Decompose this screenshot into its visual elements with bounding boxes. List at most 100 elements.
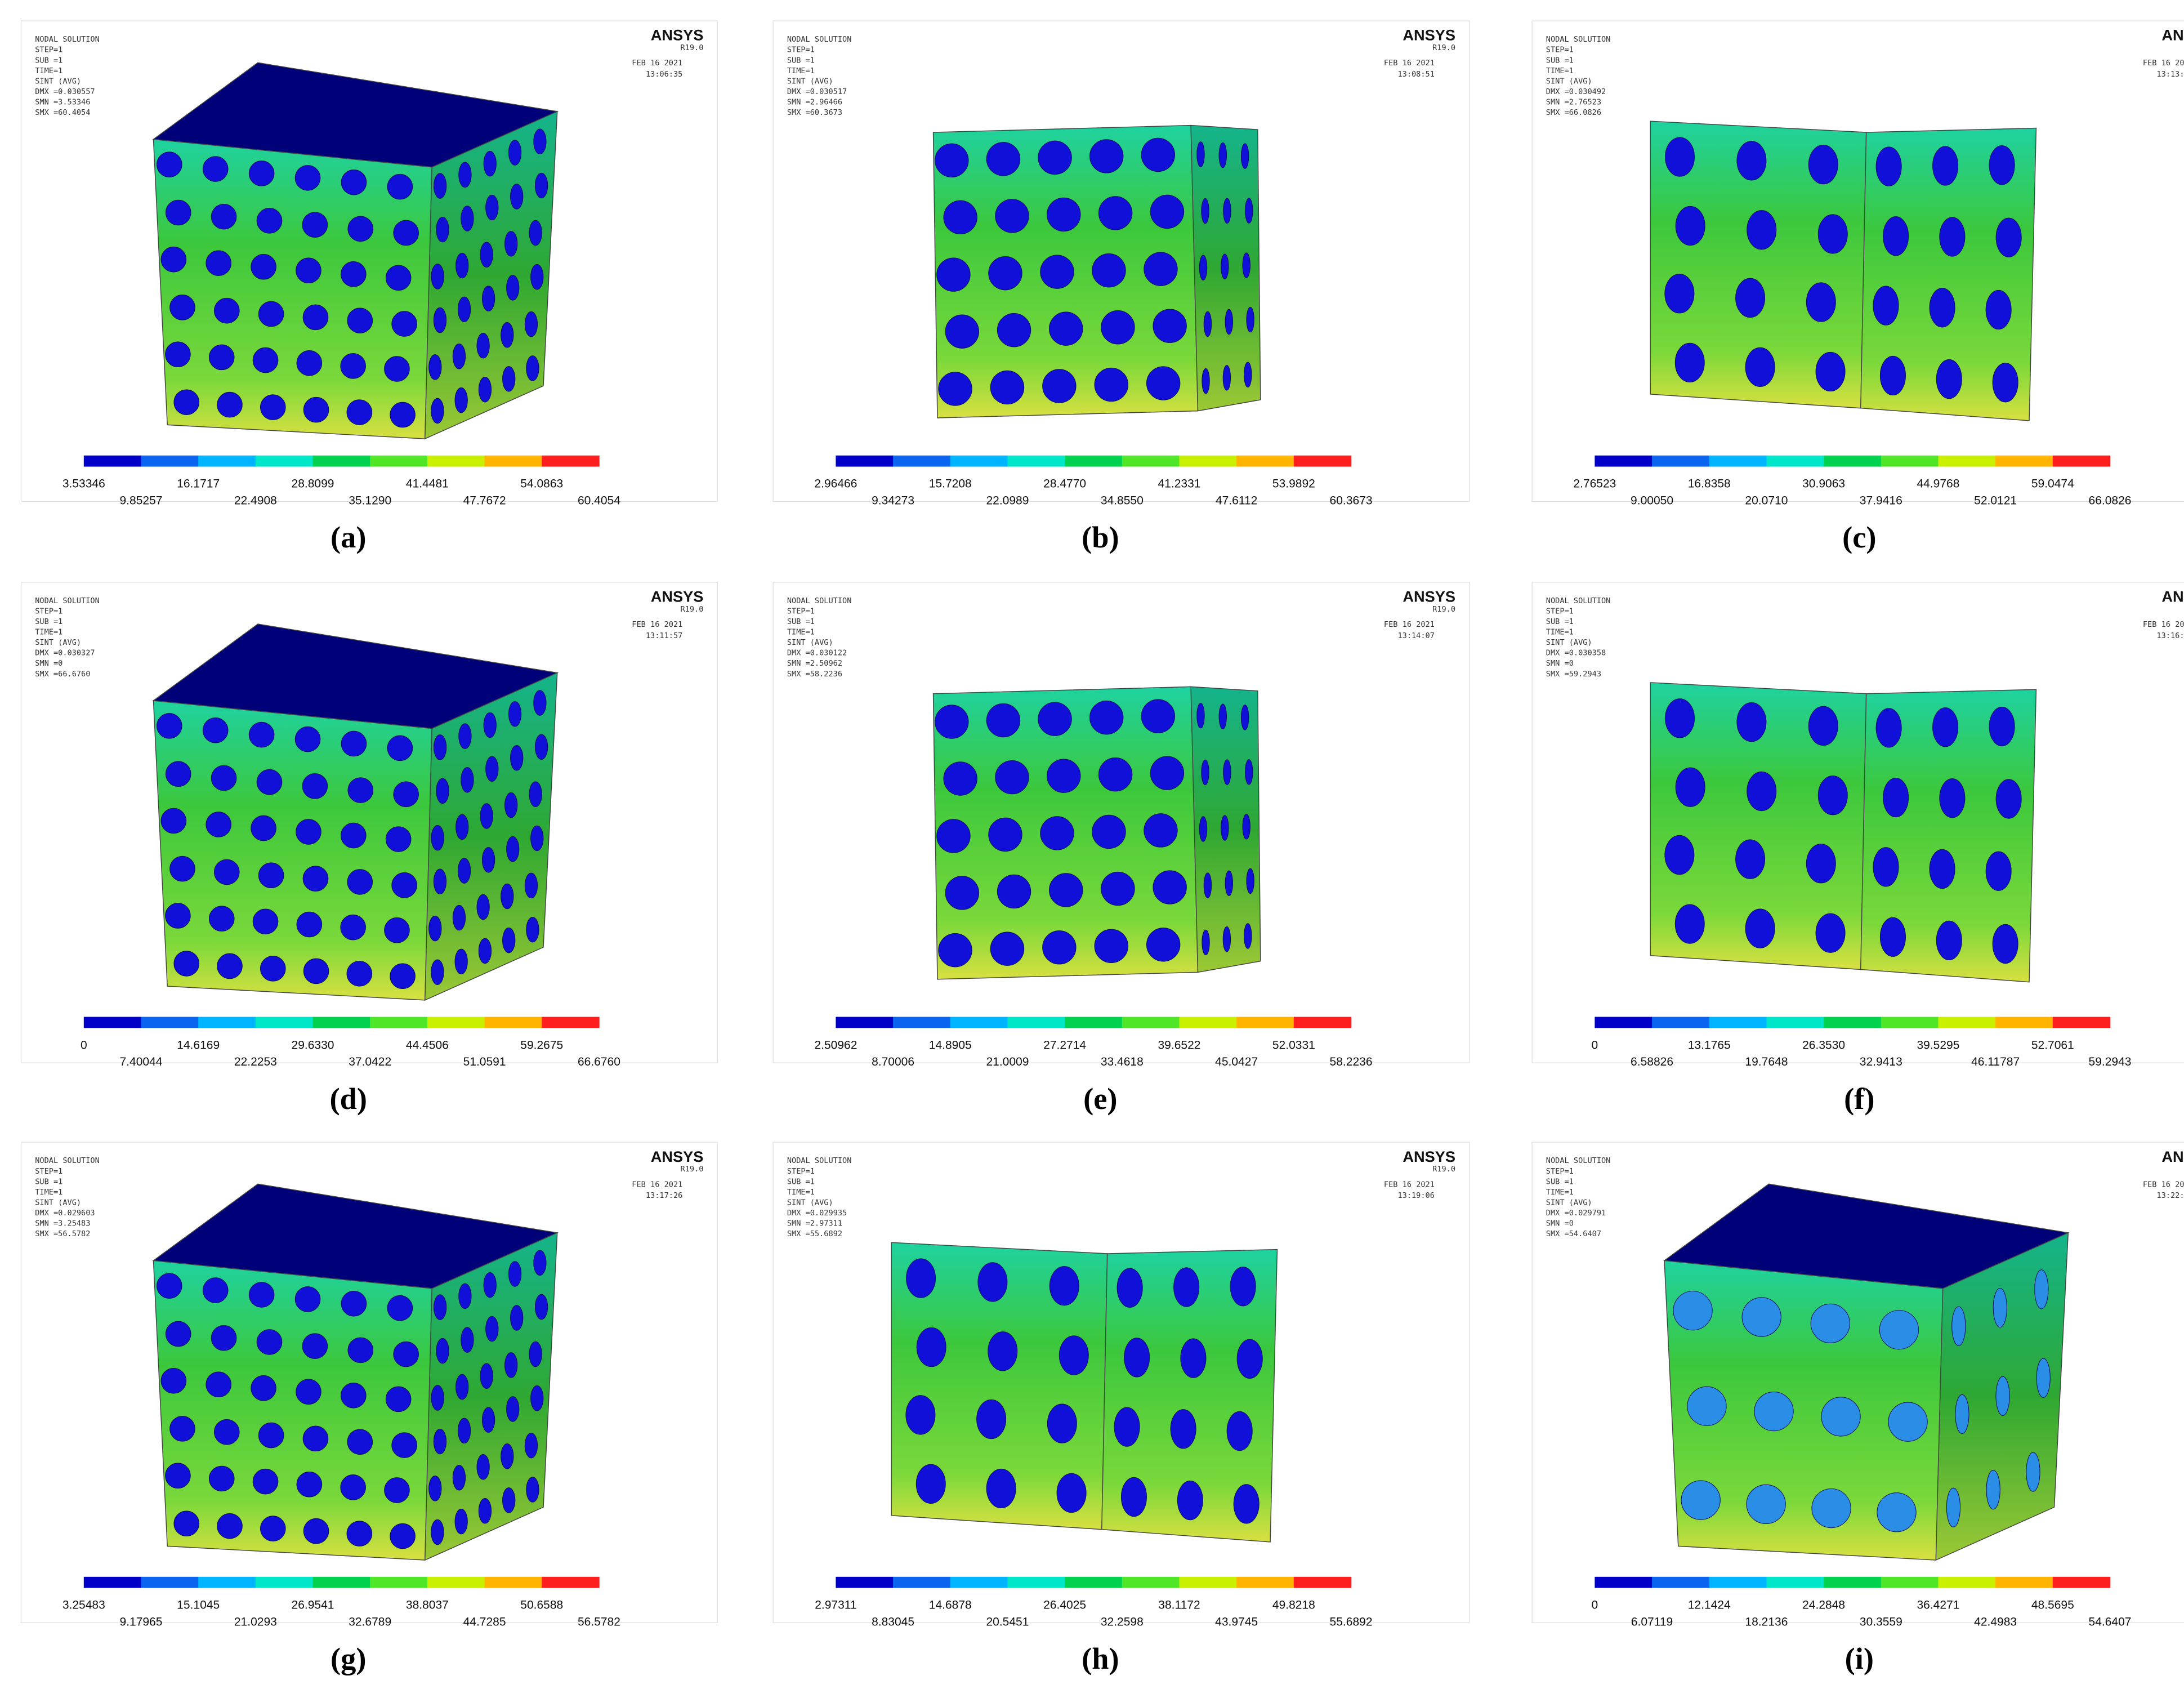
- info-line: NODAL SOLUTION: [35, 1156, 100, 1165]
- legend-band: [198, 1017, 256, 1028]
- legend-label: 22.2253: [234, 1055, 277, 1068]
- panel-label: (e): [1083, 1082, 1117, 1116]
- legend-label: 14.6878: [929, 1599, 972, 1612]
- hole: [160, 246, 187, 273]
- hole: [1153, 870, 1187, 904]
- hole: [1240, 705, 1249, 730]
- hole: [1939, 217, 1966, 257]
- legend-label: 26.9541: [292, 1599, 334, 1612]
- info-line: STEP=1: [35, 607, 62, 616]
- legend-label: 13.1765: [1688, 1039, 1731, 1051]
- hole: [393, 220, 419, 246]
- legend-band: [1881, 1576, 1939, 1588]
- hole: [1144, 252, 1178, 286]
- hole: [165, 761, 191, 787]
- info-line: SUB =1: [787, 56, 815, 65]
- hole: [480, 242, 493, 268]
- hole: [1806, 844, 1836, 884]
- legend-band: [312, 1017, 370, 1028]
- hole: [452, 1465, 466, 1491]
- hole: [1883, 777, 1909, 818]
- info-line: SUB =1: [787, 617, 815, 626]
- hole: [391, 1432, 417, 1458]
- hole: [390, 1523, 416, 1549]
- info-line: TIME=1: [787, 1188, 815, 1197]
- hole: [1665, 698, 1695, 738]
- hole: [1242, 814, 1250, 840]
- info-line: SUB =1: [787, 1177, 815, 1186]
- info-line: TIME=1: [1546, 628, 1574, 637]
- legend-band: [1652, 455, 1710, 467]
- hole: [526, 1477, 539, 1503]
- hole: [1222, 926, 1231, 952]
- legend-label: 26.4025: [1043, 1599, 1086, 1612]
- hole: [510, 1305, 524, 1331]
- hole: [165, 199, 191, 226]
- info-line: STEP=1: [787, 46, 815, 55]
- hole: [385, 265, 412, 291]
- hole: [483, 712, 497, 738]
- hole: [1240, 143, 1249, 169]
- hole: [508, 1261, 522, 1287]
- legend-label: 29.6330: [292, 1039, 334, 1051]
- legend-label: 47.7672: [463, 494, 506, 507]
- legend-band: [2052, 1576, 2111, 1588]
- hole: [997, 313, 1031, 347]
- hole: [173, 389, 199, 415]
- hole: [208, 906, 235, 932]
- info-line: NODAL SOLUTION: [787, 596, 852, 605]
- hole: [256, 1329, 283, 1355]
- legend-band: [1881, 1017, 1939, 1028]
- hole: [455, 814, 469, 840]
- hole: [433, 734, 447, 760]
- hole: [169, 1416, 195, 1442]
- hole: [160, 808, 187, 834]
- legend-label: 39.6522: [1158, 1039, 1201, 1051]
- hole: [533, 1250, 547, 1276]
- hole: [1745, 908, 1775, 948]
- hole: [208, 1465, 235, 1492]
- hole: [501, 883, 514, 910]
- hole: [1040, 816, 1074, 850]
- hole: [252, 347, 279, 373]
- hole: [1199, 255, 1208, 281]
- hole: [214, 1419, 240, 1445]
- hole: [1101, 871, 1135, 906]
- hole: [202, 717, 229, 743]
- legend-band: [1179, 1576, 1237, 1588]
- hole: [1985, 289, 2012, 330]
- hole: [1245, 759, 1253, 785]
- panel-label: (g): [330, 1642, 366, 1675]
- info-line: SUB =1: [1546, 1177, 1574, 1186]
- hole: [1150, 756, 1185, 790]
- info-line: SMN =0: [35, 659, 62, 668]
- hole: [252, 1468, 279, 1495]
- legend-label: 14.8905: [929, 1039, 972, 1051]
- legend-label: 56.5782: [578, 1615, 620, 1628]
- legend-label: 45.0427: [1215, 1055, 1258, 1068]
- hole: [173, 1510, 199, 1537]
- legend-label: 43.9745: [1215, 1615, 1258, 1628]
- hole: [504, 231, 518, 257]
- legend-label: 3.25483: [62, 1599, 105, 1612]
- legend-band: [1236, 1576, 1294, 1588]
- hole: [1092, 814, 1126, 849]
- hole: [457, 296, 471, 323]
- model-face: [1101, 1249, 1278, 1543]
- info-line: SINT (AVG): [35, 1198, 81, 1207]
- hole: [156, 713, 182, 739]
- legend-label: 47.6112: [1216, 494, 1257, 507]
- legend-band: [1938, 1576, 1996, 1588]
- legend-label: 58.2236: [1330, 1055, 1373, 1068]
- legend-label: 9.17965: [120, 1615, 163, 1628]
- legend-label: 66.0826: [2089, 494, 2132, 507]
- legend-band: [1652, 1576, 1710, 1588]
- info-line: SINT (AVG): [787, 638, 833, 647]
- hole: [481, 847, 495, 873]
- legend-label: 15.1045: [177, 1599, 220, 1612]
- hole: [387, 1295, 413, 1321]
- legend-label: 34.8550: [1101, 494, 1144, 507]
- legend-band: [1995, 1017, 2053, 1028]
- hole: [347, 1337, 374, 1363]
- info-line: DMX =0.030517: [787, 87, 847, 96]
